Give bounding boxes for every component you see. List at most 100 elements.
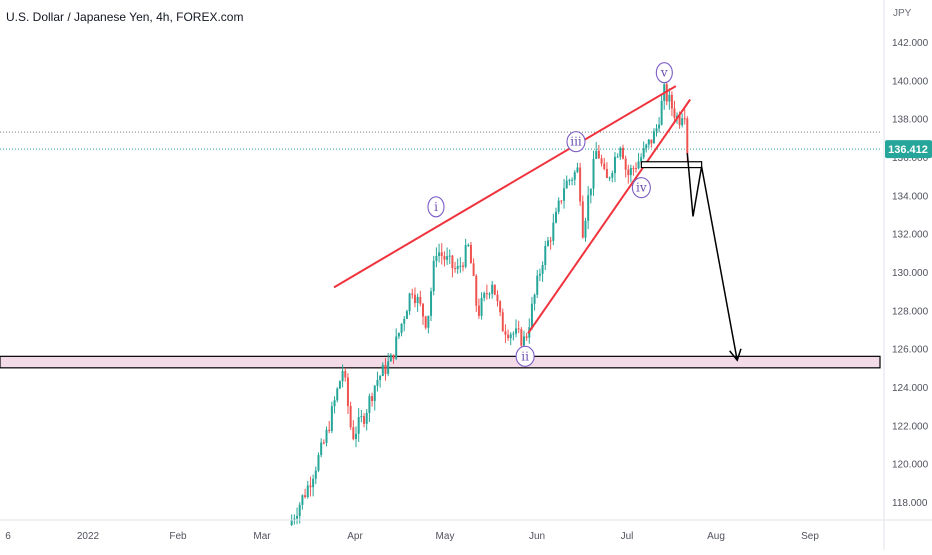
candle-body [573,172,576,180]
candle-body [632,168,635,170]
candle-body [544,245,547,266]
candle-body [451,255,454,269]
candle-body [344,370,347,378]
candle-body [397,332,400,337]
candle-body [384,364,387,374]
candle-body [509,334,512,339]
candle-body [525,336,528,338]
y-tick-label: 130.000 [892,268,929,279]
candle-body [405,311,408,319]
y-tick-label: 120.000 [892,460,929,471]
y-tick-label: 138.000 [892,115,929,126]
wave-label-circle [515,345,535,367]
y-tick-label: 126.000 [892,345,929,356]
candle-body [555,211,557,223]
candle-body [304,495,307,498]
candle-body [499,301,502,313]
candle-body [655,128,658,132]
candle-body [619,147,622,157]
candle-body [530,303,533,328]
candle-body [616,156,619,158]
candle-body [477,305,480,316]
candle-body [443,256,446,260]
y-tick-label: 132.000 [892,230,929,241]
candle-body [381,364,384,376]
candle-body [552,222,555,241]
candle-body [483,293,486,299]
candle-body [512,333,515,335]
candle-body [392,354,395,359]
x-tick-label: Mar [253,531,271,542]
candle-body [579,167,582,202]
candle-body [360,416,363,418]
candle-body [501,312,504,332]
candle-body [322,442,325,444]
candle-body [408,293,411,312]
candle-body [467,244,470,246]
candle-body [681,118,684,126]
candle-body [600,158,603,164]
x-tick-label: Feb [169,531,187,542]
candle-body [565,180,568,189]
candle-body [642,148,645,158]
candle-body [660,100,663,125]
y-tick-label: 124.000 [892,383,929,394]
candle-body [488,293,491,295]
candle-body [605,168,608,178]
candle-body [363,416,366,424]
candle-body [480,298,483,316]
candle-body [365,412,368,424]
candle-body [379,375,382,380]
candle-body [504,331,507,335]
candle-body [634,168,637,170]
projection-arrowhead [729,348,742,362]
x-tick-label: Jun [529,531,545,542]
candle-body [611,173,614,178]
candle-body [538,273,541,276]
candle-body [686,118,689,154]
candle-body [592,158,595,189]
projection-path [686,153,738,361]
y-tick-label: 142.000 [892,38,929,49]
candle-body [658,124,661,129]
candle-body [298,504,301,517]
candle-body [597,150,600,159]
wedge-upper-line [333,85,677,289]
candle-body [430,291,433,316]
candle-body [624,158,627,170]
candle-body [665,84,668,102]
candle-body [419,296,422,304]
candle-body [306,485,309,498]
candle-body [493,284,496,295]
candle-body [629,168,632,176]
x-tick-label: 6 [5,531,11,542]
candle-body [317,455,320,471]
candle-body [325,429,328,443]
y-tick-label: 128.000 [892,306,929,317]
wedge-lower-line [527,98,691,334]
candle-body [373,385,376,402]
candle-body [349,405,352,428]
candle-body [472,263,475,276]
currency-label: JPY [893,8,912,19]
candle-body [475,275,478,306]
candle-body [336,388,339,401]
candle-body [346,377,349,406]
candle-body [312,478,315,488]
candle-body [640,157,643,162]
candle-body [462,265,465,267]
candle-body [678,115,681,126]
candle-body [683,118,686,120]
candle-body [446,256,449,260]
candle-body [622,147,624,159]
candle-body [563,188,566,201]
candle-body [491,284,494,294]
x-tick-label: Sep [801,531,819,542]
current-price-label: 136.412 [888,144,928,156]
candle-body [290,519,293,525]
wave-label-iii: iii [570,135,582,149]
candle-body [603,163,606,169]
candle-body [541,265,544,274]
